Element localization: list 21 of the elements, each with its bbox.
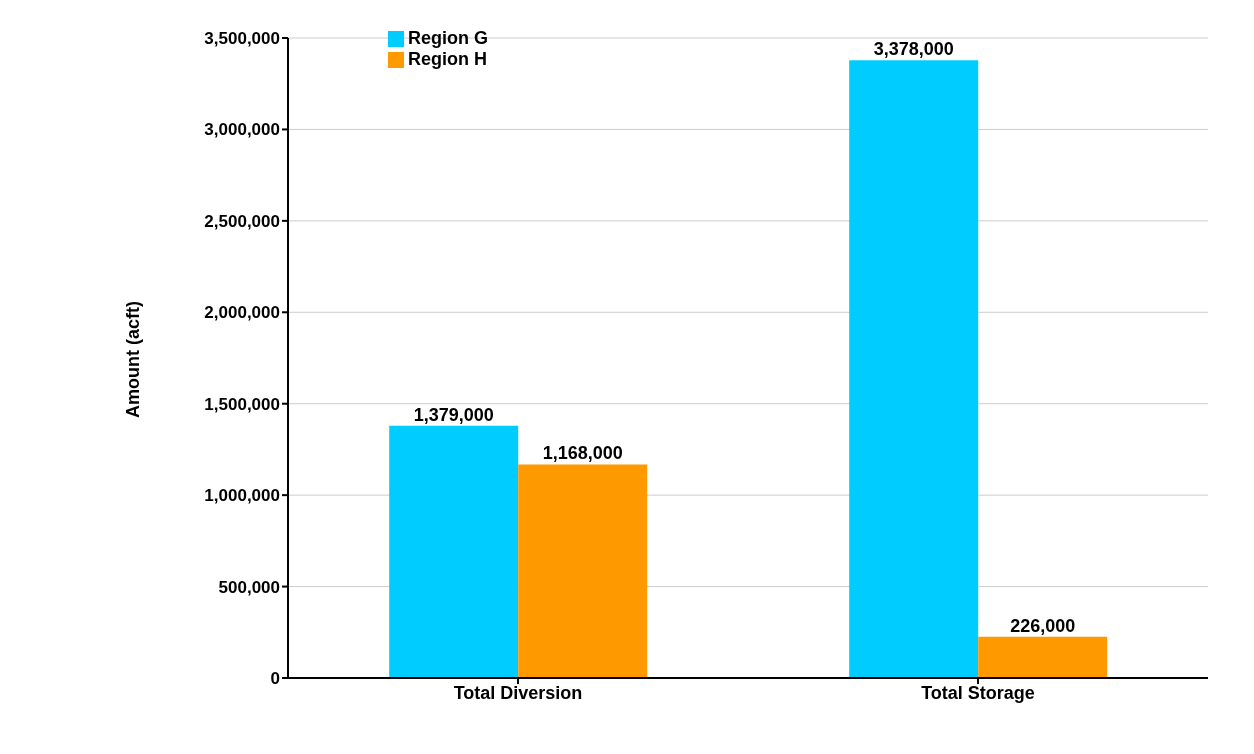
data-label: 3,378,000 [873,39,954,60]
legend-label: Region G [408,28,488,48]
data-label: 1,168,000 [542,443,623,464]
y-tick-label: 3,500,000 [204,29,280,49]
data-label: 1,379,000 [413,404,494,425]
y-tick-label: 1,000,000 [204,486,280,506]
bar [389,425,519,678]
y-tick-label: 2,500,000 [204,211,280,231]
bar [518,464,648,678]
x-tick-label: Total Storage [921,682,1035,703]
bar [849,60,979,678]
data-label: 226,000 [1010,615,1076,636]
bar [978,636,1108,678]
y-tick-label: 0 [270,669,280,689]
y-tick-label: 1,500,000 [204,394,280,414]
x-tick-label: Total Diversion [453,682,583,703]
y-tick-label: 3,000,000 [204,120,280,140]
y-tick-label: 500,000 [218,577,280,597]
y-tick-label: 2,000,000 [204,303,280,323]
y-axis-title: Amount (acft) [123,301,144,418]
legend-label: Region H [408,49,487,69]
